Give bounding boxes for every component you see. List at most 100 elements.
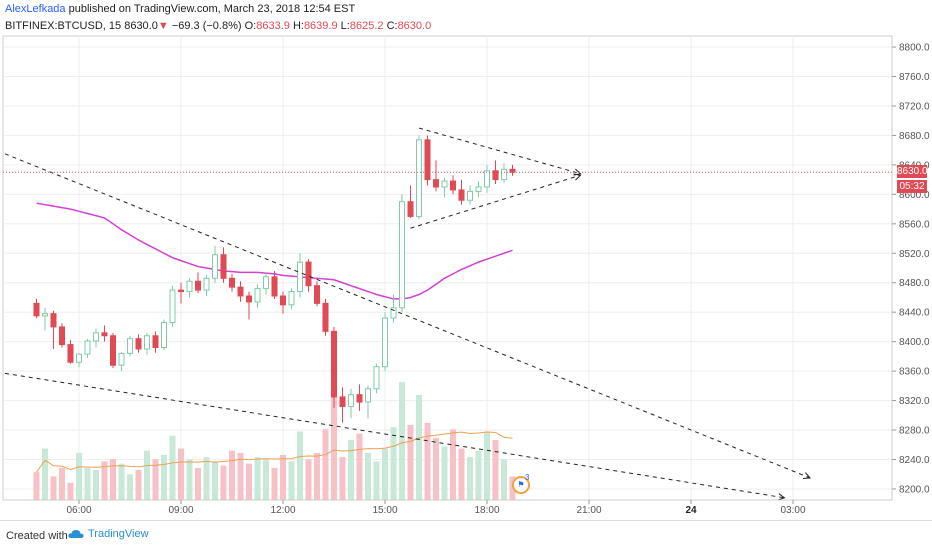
price-tick-label: 8240.0 <box>899 455 930 466</box>
open-label: O: <box>244 20 257 32</box>
volume-moving-average <box>36 431 513 473</box>
candlestick <box>433 160 439 192</box>
volume-bar <box>416 395 422 500</box>
volume-bar <box>84 467 91 500</box>
volume-bar <box>59 467 65 500</box>
candlestick <box>484 164 490 193</box>
price-axis[interactable]: 8800.08760.08720.08680.08640.08600.08560… <box>892 43 930 496</box>
price-tick-label: 8680.0 <box>899 131 930 142</box>
candlestick <box>76 353 82 368</box>
volume-bar <box>280 455 286 500</box>
candlestick <box>152 331 159 353</box>
volume-bar <box>33 472 40 500</box>
candle-body <box>127 338 133 354</box>
candle-body <box>399 201 405 309</box>
price-tick-label: 8480.0 <box>899 278 930 289</box>
candlestick <box>467 185 473 205</box>
candlestick <box>339 387 346 423</box>
volume-bar <box>314 452 320 500</box>
trend-line-segment <box>410 174 581 229</box>
volume-bar <box>331 362 337 500</box>
candle-body <box>467 190 473 201</box>
candlestick <box>365 385 371 419</box>
volume-bar <box>229 450 235 500</box>
candle-body <box>458 189 465 201</box>
chart-header: AlexLefkada published on TradingView.com… <box>0 0 932 36</box>
candlestick <box>144 332 150 355</box>
time-axis[interactable]: 06:00 09:00 12:00 15:00 18:00 21:00 24 03:00 <box>3 499 892 516</box>
candlestick <box>407 185 414 218</box>
candle-body <box>348 394 354 407</box>
volume-bar <box>322 429 329 500</box>
volume-bar <box>152 459 159 500</box>
candle-body <box>280 295 286 306</box>
candlestick <box>50 310 57 350</box>
candle-body <box>212 254 218 279</box>
volume-bar <box>407 425 414 500</box>
author-link[interactable]: AlexLefkada <box>5 3 66 15</box>
volume-bar <box>475 450 482 500</box>
candlestick <box>263 272 269 295</box>
volume-bar <box>237 452 244 500</box>
volume-bar <box>246 463 252 500</box>
close-label: C: <box>386 20 398 32</box>
volume-bar <box>390 427 397 500</box>
volume-bar <box>339 457 346 500</box>
current-price-label: 8630.0 <box>897 165 928 179</box>
candle-body <box>322 302 329 332</box>
volume-bar <box>458 448 465 500</box>
candle-body <box>382 317 388 368</box>
created-with-text: Created with <box>6 530 68 542</box>
candlestick <box>399 194 405 313</box>
time-tick-label: 09:00 <box>168 505 193 516</box>
candle-body <box>416 139 422 217</box>
candlestick <box>67 340 74 364</box>
candle-body <box>475 186 482 192</box>
price-tick-label: 8200.0 <box>899 484 930 495</box>
candle-body <box>390 307 397 319</box>
volume-ma-line <box>36 431 513 473</box>
symbol-legend: BITFINEX:BTCUSD, 15 8630.0▼ −69.3 (−0.8%… <box>5 20 431 32</box>
candlestick <box>246 291 252 320</box>
candle-body <box>263 276 269 290</box>
time-tick-label: 18:00 <box>474 505 499 516</box>
time-tick-label: 06:00 <box>66 505 91 516</box>
trend-line-segment <box>4 153 811 479</box>
time-tick-label: 12:00 <box>270 505 295 516</box>
candle-body <box>314 285 320 304</box>
flag-icon[interactable]: ⚑ <box>512 476 530 494</box>
volume-bar <box>373 461 380 500</box>
tradingview-brand: TradingView <box>88 528 149 540</box>
volume-bars <box>33 362 516 500</box>
volume-bar <box>118 463 125 500</box>
candlestick <box>288 288 295 310</box>
candle-body <box>356 394 363 403</box>
low-label: L: <box>340 20 350 32</box>
tradingview-logo-link[interactable]: TradingView <box>68 528 149 540</box>
chart-grid <box>2 35 893 501</box>
candle-body <box>297 261 303 293</box>
candlestick <box>220 247 227 283</box>
volume-bar <box>356 433 363 500</box>
candlestick <box>416 135 422 220</box>
symbol-name[interactable]: BITFINEX:BTCUSD, 15 <box>5 20 122 32</box>
volume-bar <box>161 455 167 500</box>
candlestick <box>110 332 116 369</box>
candle-body <box>169 289 176 324</box>
volume-bar <box>178 448 184 500</box>
candlestick <box>135 334 142 353</box>
candlestick <box>195 272 201 294</box>
candlestick <box>93 328 99 348</box>
candle-body <box>339 396 346 407</box>
trend-line <box>4 153 812 480</box>
price-chart[interactable]: 8800.08760.08720.08680.08640.08600.08560… <box>0 0 932 520</box>
volume-bar <box>305 459 312 500</box>
candle-body <box>288 291 295 306</box>
candle-body <box>93 332 99 342</box>
candle-body <box>186 280 193 293</box>
candle-body <box>501 168 507 181</box>
candle-body <box>110 335 116 366</box>
trend-line-drawings[interactable] <box>4 127 812 501</box>
volume-bar <box>288 461 295 500</box>
candle-body <box>101 332 108 337</box>
